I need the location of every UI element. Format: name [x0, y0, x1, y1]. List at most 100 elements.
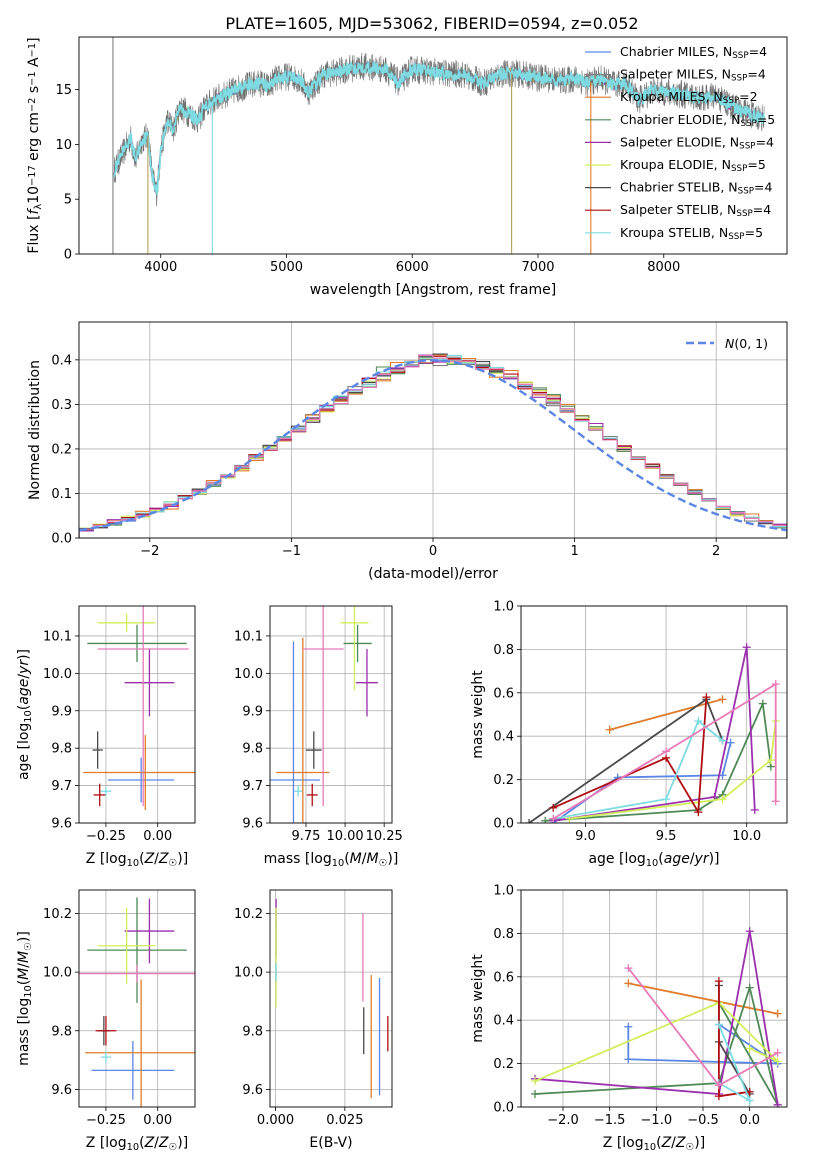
x-axis-label-part: )]	[694, 1135, 705, 1151]
weight-line	[553, 719, 724, 820]
x-axis-label-part: 10	[644, 1142, 656, 1153]
x-axis-label-part: (	[139, 1135, 144, 1151]
x-axis-label-part: Z	[675, 1135, 686, 1151]
y-tick-label: 10	[55, 138, 72, 153]
y-tick-label: 0.4	[493, 1014, 514, 1029]
y-tick-label: 0.8	[493, 927, 514, 942]
axes-frame	[269, 889, 393, 1108]
weight-line	[627, 1023, 781, 1065]
y-tick-label: 9.8	[242, 1024, 263, 1039]
weight-line	[609, 698, 723, 731]
y-tick-label: 9.7	[242, 779, 263, 794]
errorbar-plot-area	[270, 606, 378, 823]
x-tick-label: −0.25	[86, 1113, 126, 1128]
errorbar-plot-area	[275, 898, 389, 1099]
y-tick-label: 0.4	[51, 353, 72, 368]
x-tick-label: 0.0	[739, 1113, 760, 1128]
x-axis-label-part: /	[690, 851, 695, 867]
y-tick-label: 0.4	[493, 730, 514, 745]
age-vs-metallicity-panel: −0.25 0.009.69.79.89.910.010.1Z [log10(Z/…	[16, 605, 196, 869]
y-tick-label: 10.0	[43, 966, 72, 981]
histogram-plot-area	[79, 353, 787, 538]
x-axis-label: Z [log10(Z/Z☉)]	[603, 1135, 705, 1153]
y-axis-label-part: 10	[23, 985, 34, 997]
y-axis-label-part: ]	[26, 37, 42, 42]
legend-entry: Kroupa MILES, NSSP=2	[620, 89, 758, 106]
y-tick-label: 10.1	[234, 629, 263, 644]
x-axis-label-part: (	[344, 851, 349, 867]
y-tick-label: 10.2	[43, 907, 72, 922]
y-tick-label: 9.9	[242, 704, 263, 719]
y-axis-label-part: −17	[27, 165, 38, 186]
weight-line	[534, 1001, 779, 1082]
legend-entry-part: SSP	[740, 119, 756, 129]
x-axis-label-part: (	[656, 1135, 661, 1151]
legend-entry: Salpeter MILES, NSSP=4	[620, 67, 766, 84]
x-tick-label: 6000	[396, 260, 429, 275]
x-axis-label-part: )]	[177, 851, 188, 867]
y-axis-label-part: mass [log	[16, 998, 32, 1066]
x-axis-label-part: 10	[646, 858, 658, 869]
x-axis-label-part: 10	[332, 858, 344, 869]
x-axis-label-part: Z	[144, 851, 155, 867]
x-axis-label-part: /	[362, 851, 367, 867]
y-axis-label-part: M	[16, 968, 32, 980]
x-axis-label-part: /	[154, 851, 159, 867]
x-axis-label-part: age [log	[588, 851, 645, 867]
y-axis-label-part: λ	[33, 204, 44, 210]
x-axis-label-part: 10	[127, 1142, 139, 1153]
model-spectrum-line	[113, 62, 765, 194]
model-spectrum-cyan	[113, 60, 765, 195]
x-axis-label: age [log10(age/yr)]	[588, 851, 719, 869]
x-axis-label-part: ☉	[685, 1142, 694, 1153]
x-axis-label-part: Z [log	[86, 1135, 127, 1151]
spectrum-panel: 4000 5000 6000 7000 8000 0 5 10 15 wavelength [An…	[26, 36, 788, 298]
y-axis-label: mass weight	[470, 670, 486, 759]
model-spectrum-line	[113, 61, 765, 197]
y-tick-label: 10.0	[234, 667, 263, 682]
y-tick-label: 9.8	[51, 742, 72, 757]
y-axis-label: age [log10(age/yr)]	[16, 649, 34, 780]
x-tick-label: −1.0	[641, 1113, 673, 1128]
y-tick-label: 9.6	[242, 1083, 263, 1098]
x-axis-label-part: mass [log	[264, 851, 332, 867]
x-tick-label: −1.5	[594, 1113, 626, 1128]
x-axis-label-part: ☉	[379, 858, 388, 869]
weight-line	[534, 931, 779, 1105]
model-spectrum-line	[113, 62, 765, 193]
y-axis-label-part: )]	[16, 931, 32, 942]
x-tick-label: 5000	[270, 260, 303, 275]
legend-entry: N(0, 1)	[725, 336, 768, 351]
x-axis-label-part: )]	[177, 1135, 188, 1151]
axes-frame	[520, 889, 788, 1108]
x-axis-label-part: yr	[694, 851, 710, 867]
y-tick-label: 0	[64, 248, 72, 263]
legend-entry-part: Kroupa ELODIE, N	[620, 157, 731, 172]
y-tick-label: 0.1	[51, 487, 72, 502]
legend-entry-part: SSP	[723, 96, 739, 106]
y-axis-label: Normed distribution	[27, 360, 43, 500]
legend-entry: Kroupa ELODIE, NSSP=5	[620, 157, 766, 174]
legend-entry: Chabrier MILES, NSSP=4	[620, 44, 767, 61]
x-tick-label: 4000	[144, 260, 177, 275]
weight-plot-area	[525, 643, 780, 823]
x-axis-label-part: E(B-V)	[309, 1135, 352, 1151]
y-tick-label: 5	[64, 193, 72, 208]
spectrum-plot-area	[112, 37, 765, 254]
legend-entry: Salpeter STELIB, NSSP=4	[620, 202, 771, 219]
axes-frame	[78, 321, 788, 539]
legend-entry: Chabrier ELODIE, NSSP=5	[620, 112, 775, 129]
x-axis-label-part: M	[350, 851, 362, 867]
residual-histogram	[79, 354, 787, 538]
y-tick-label: 0.6	[493, 686, 514, 701]
y-tick-label: 9.6	[242, 817, 263, 832]
weight-line	[552, 697, 708, 816]
y-tick-label: 0.0	[493, 817, 514, 832]
x-axis-label-part: ☉	[168, 1142, 177, 1153]
y-axis-label-part: /	[16, 674, 32, 679]
x-tick-label: 0	[429, 544, 437, 559]
x-axis-label: (data-model)/error	[368, 566, 498, 582]
legend-entry-part: Salpeter ELODIE, N	[620, 134, 739, 149]
errorbar-plot-area	[79, 897, 195, 1107]
